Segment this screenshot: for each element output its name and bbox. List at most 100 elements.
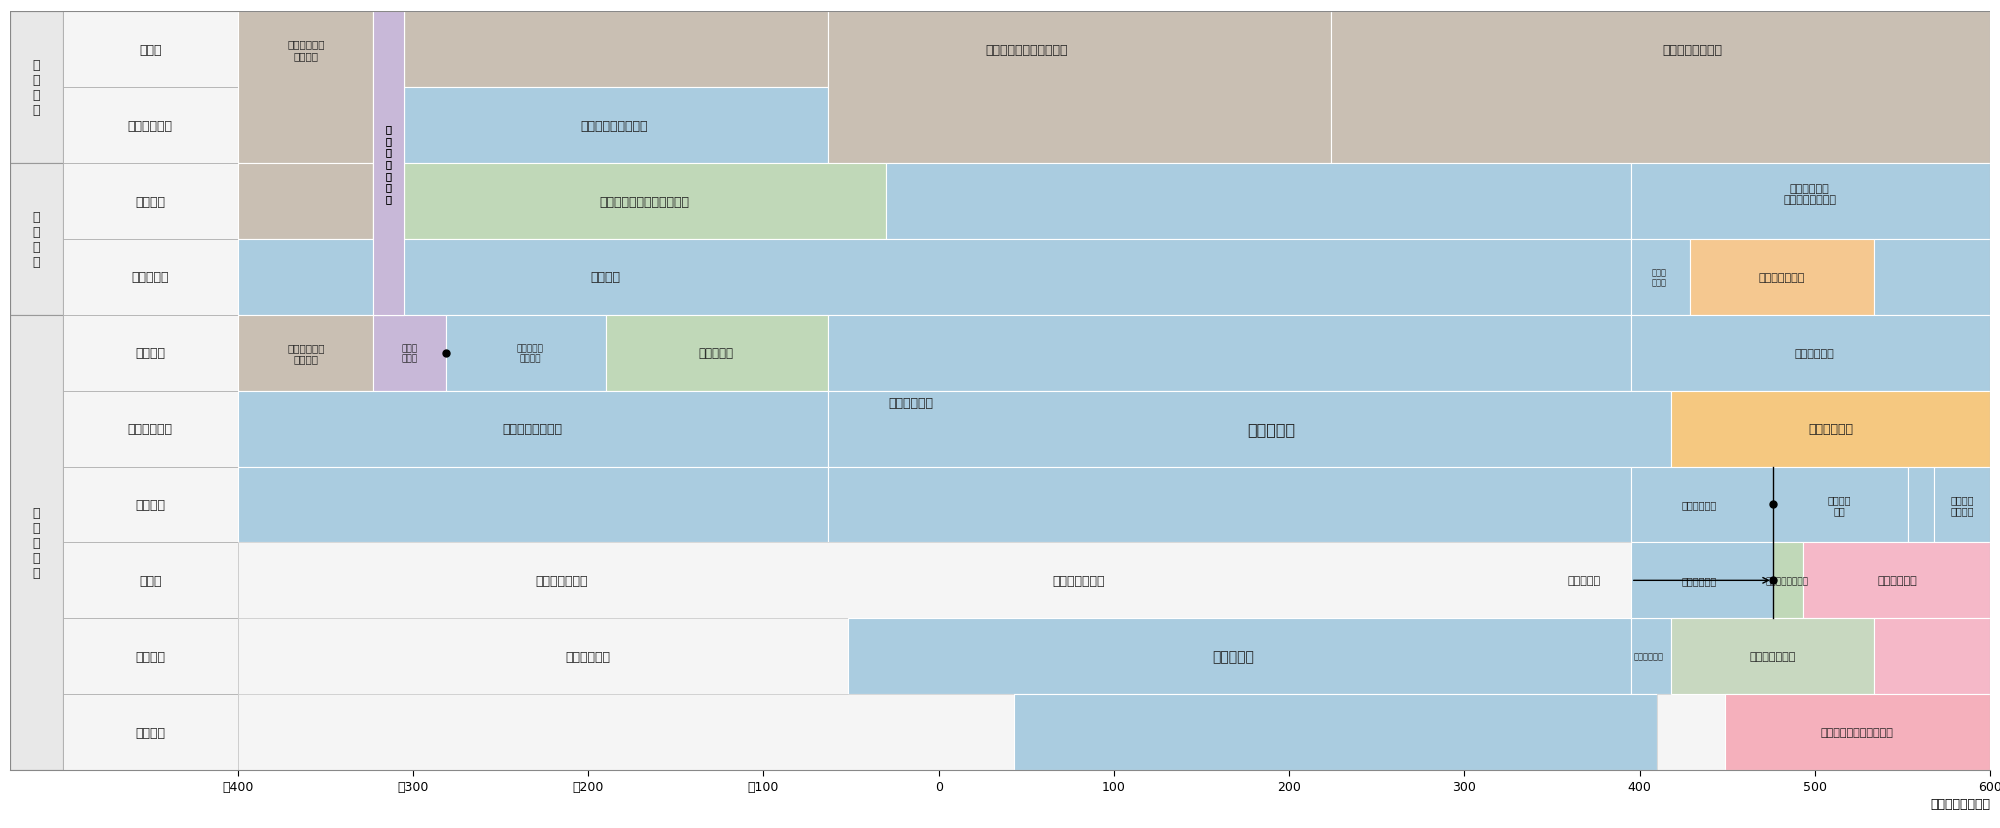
Bar (238, 467, 1990, 543)
Bar (828, 315, 1630, 392)
Bar (238, 619, 848, 694)
Text: マ
ケ
ド
ニ
ア
王
国: マ ケ ド ニ ア 王 国 (386, 124, 392, 204)
Bar (1874, 240, 1990, 315)
Bar (10, 164, 62, 315)
Bar (1874, 619, 1990, 694)
Text: 西ローマ帝国: 西ローマ帝国 (1634, 652, 1664, 661)
Text: （ガリア人）: （ガリア人） (566, 650, 610, 663)
Text: 西ロー
マ帝国: 西ロー マ帝国 (1652, 268, 1666, 287)
Text: ヴァンダル王国: ヴァンダル王国 (1758, 272, 1804, 282)
Bar (404, 164, 886, 240)
Bar (1630, 164, 1990, 240)
Text: アングロサクソン七王国: アングロサクソン七王国 (1820, 727, 1894, 737)
Text: アケメネス期
ペルシア: アケメネス期 ペルシア (288, 40, 324, 61)
Bar (1690, 240, 1874, 315)
Text: アケメネス期
ペルシア: アケメネス期 ペルシア (288, 343, 324, 364)
Bar (828, 467, 1630, 543)
Text: イベリア半島: イベリア半島 (128, 422, 172, 436)
Bar (1726, 694, 1990, 770)
Bar (62, 694, 238, 770)
Text: ドイツ: ドイツ (138, 574, 162, 587)
Bar (848, 619, 1630, 694)
Text: ビザンツ帝国: ビザンツ帝国 (1794, 349, 1834, 359)
Text: 西ローマ帝国: 西ローマ帝国 (1682, 500, 1716, 510)
Bar (238, 164, 1990, 240)
Bar (62, 164, 238, 240)
Text: セレウコス
朝シリア: セレウコス 朝シリア (516, 344, 544, 363)
Text: フランク王国: フランク王国 (1878, 575, 1918, 585)
Bar (62, 89, 238, 164)
Bar (828, 12, 1332, 164)
Text: ペルガモン: ペルガモン (698, 347, 734, 360)
Text: イタリア: イタリア (136, 498, 166, 512)
Bar (62, 240, 238, 315)
Bar (1332, 12, 1990, 164)
Bar (446, 315, 606, 392)
Text: ア
フ
リ
カ: ア フ リ カ (32, 211, 40, 268)
Text: フランス: フランス (136, 650, 166, 663)
Text: メソポタミア: メソポタミア (128, 119, 172, 132)
Bar (372, 315, 446, 392)
Bar (238, 619, 1990, 694)
Bar (404, 12, 828, 89)
Text: 小アジア: 小アジア (136, 347, 166, 360)
Text: 西
ア
ジ
ア: 西 ア ジ ア (32, 60, 40, 117)
Bar (238, 543, 1990, 619)
Bar (238, 694, 1014, 770)
Bar (238, 392, 828, 467)
Text: 共和政ローマ: 共和政ローマ (888, 396, 934, 409)
Text: ブルグント王国: ブルグント王国 (1750, 652, 1796, 662)
Bar (1630, 467, 1772, 543)
Bar (10, 315, 62, 770)
Bar (1772, 543, 1802, 619)
Bar (10, 12, 62, 164)
Text: ヨ
ー
ロ
ッ
パ: ヨ ー ロ ッ パ (32, 506, 40, 580)
Text: ランゴバ
ルド王国: ランゴバ ルド王国 (1950, 494, 1974, 516)
Bar (238, 694, 1990, 770)
Bar (1802, 543, 1990, 619)
Bar (238, 467, 828, 543)
Bar (62, 467, 238, 543)
Text: アルサケス朝パルティア: アルサケス朝パルティア (986, 44, 1068, 57)
Bar (1772, 467, 1908, 543)
Text: オドアケルの王国: オドアケルの王国 (1766, 576, 1808, 585)
Bar (238, 12, 1990, 89)
Bar (1934, 467, 1990, 543)
Bar (238, 240, 1990, 315)
Text: カルタゴ: カルタゴ (590, 271, 620, 284)
Bar (828, 392, 1672, 467)
Bar (372, 12, 404, 315)
Bar (62, 392, 238, 467)
Bar (238, 12, 372, 164)
Text: ローマ帝国: ローマ帝国 (1212, 649, 1254, 663)
Bar (62, 315, 238, 392)
Text: （ゲルマン人）: （ゲルマン人） (1052, 574, 1106, 587)
Bar (404, 89, 828, 164)
Text: 西ローマ帝国: 西ローマ帝国 (1682, 575, 1716, 585)
Bar (372, 12, 404, 315)
Bar (1014, 694, 1658, 770)
Bar (62, 619, 238, 694)
Bar (1672, 619, 1874, 694)
Bar (238, 164, 372, 240)
Text: プトレマイオス朝エジプト: プトレマイオス朝エジプト (600, 195, 690, 209)
Text: ローマ帝国: ローマ帝国 (1248, 421, 1296, 436)
Text: セレウコス朝シリア: セレウコス朝シリア (580, 119, 648, 132)
Bar (238, 89, 1990, 164)
Bar (62, 12, 238, 89)
Bar (1658, 694, 1726, 770)
Text: イラン: イラン (138, 44, 162, 57)
Text: マケドニア王国: マケドニア王国 (536, 574, 588, 587)
Text: ササン朝ペルシア: ササン朝ペルシア (1662, 44, 1722, 57)
Bar (238, 543, 1990, 619)
Bar (238, 392, 1990, 467)
Bar (62, 12, 238, 770)
Text: ビザンツ帝国
（東ローマ帝国）: ビザンツ帝国 （東ローマ帝国） (1784, 184, 1836, 205)
Bar (10, 12, 62, 770)
Bar (62, 543, 238, 619)
Text: リュシ
マコス: リュシ マコス (402, 344, 418, 363)
Text: マ
ケ
ド
ニ
ア
王
国: マ ケ ド ニ ア 王 国 (386, 124, 392, 204)
Text: 東ゴート
王国: 東ゴート 王国 (1828, 494, 1852, 516)
Bar (1630, 619, 1672, 694)
Bar (886, 164, 1630, 240)
